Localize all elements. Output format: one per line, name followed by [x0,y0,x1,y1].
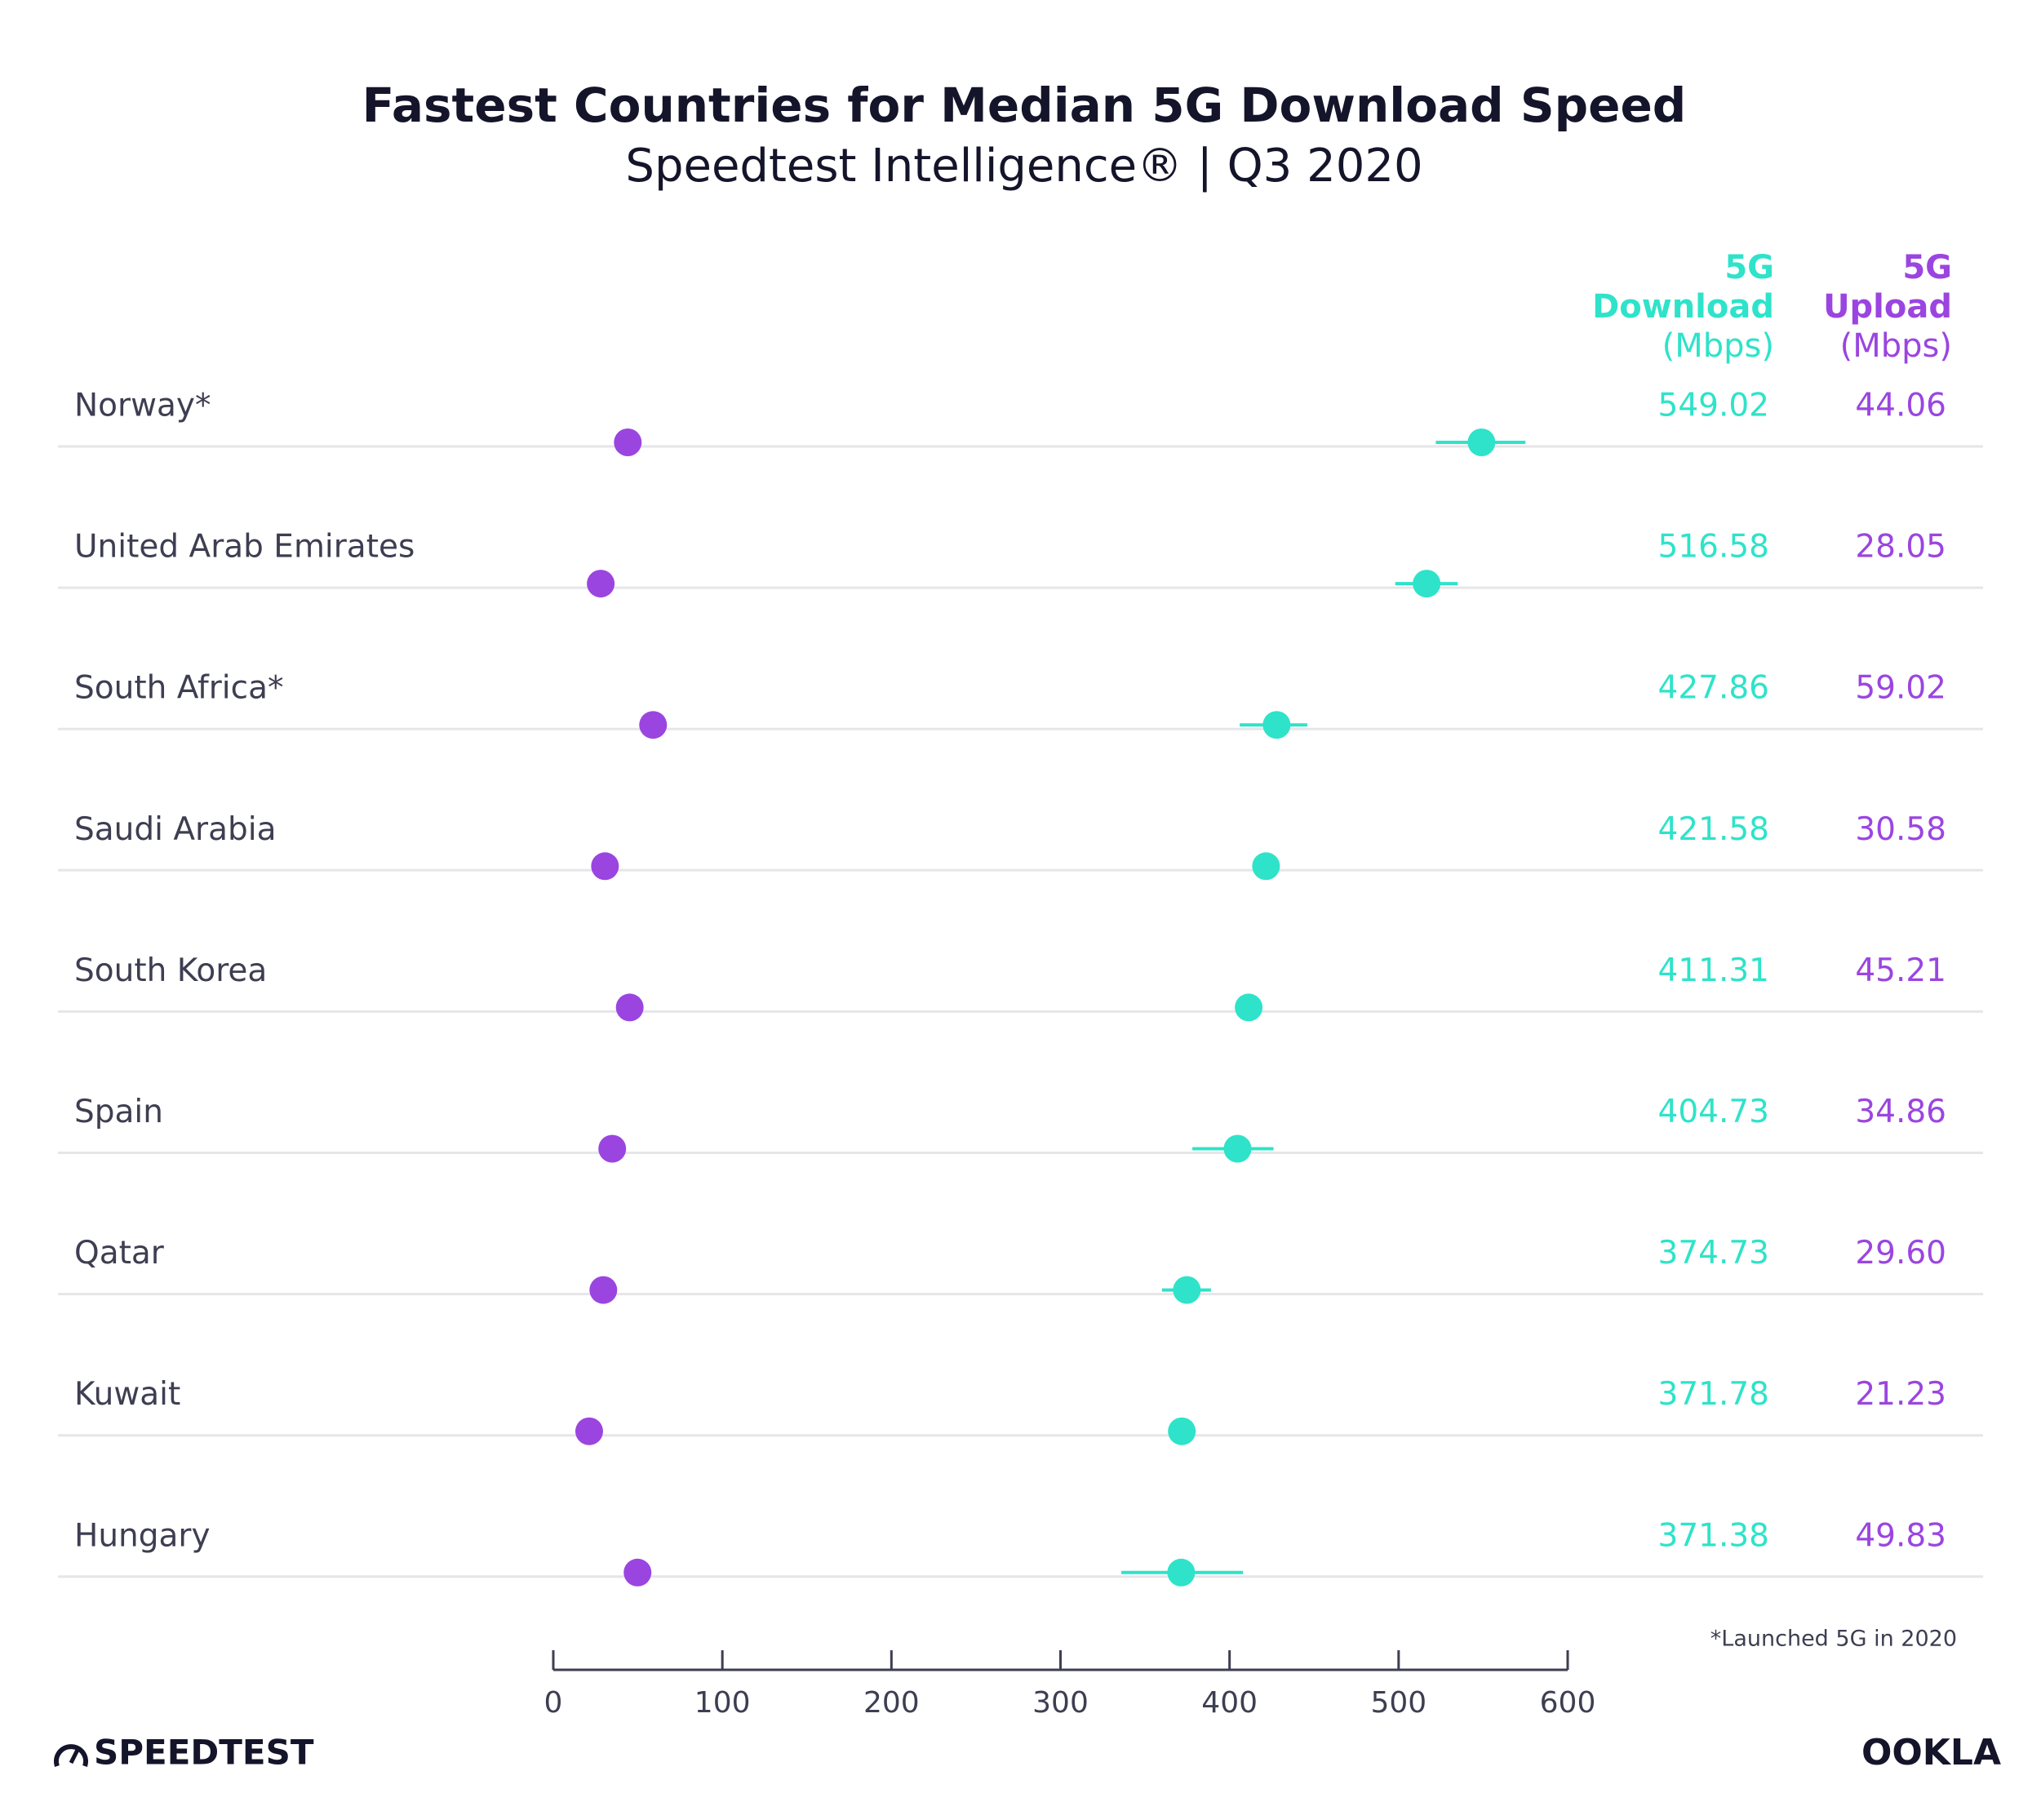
dot [1252,852,1280,881]
dot [598,1134,627,1163]
speedtest-logo: SPEEDTEST [54,1733,314,1773]
dot [1413,570,1441,598]
value-label: 404.73 [1658,1094,1769,1130]
dot [1168,1417,1196,1445]
dot [1235,993,1263,1022]
dot [614,428,642,456]
value-label: 427.86 [1658,670,1769,707]
x-tick-label: 500 [1370,1686,1426,1720]
value-label: 371.78 [1658,1376,1769,1413]
value-label: 421.58 [1658,811,1769,848]
value-label: 30.58 [1855,811,1946,848]
dot [575,1417,603,1445]
row-label: Hungary [74,1517,211,1554]
x-tick-label: 300 [1032,1686,1089,1720]
dot [1262,711,1291,739]
row-label: Norway* [74,388,211,424]
value-label: 34.86 [1855,1094,1946,1130]
value-label: 516.58 [1658,529,1769,566]
value-label: 29.60 [1855,1235,1946,1272]
column-header: 5G [1724,249,1774,286]
dot [623,1558,652,1587]
x-tick-label: 0 [544,1686,563,1720]
chart-title: Fastest Countries for Median 5G Download… [362,78,1687,133]
dot [589,1276,618,1304]
value-label: 59.02 [1855,670,1946,707]
dot [1167,1558,1196,1587]
value-label: 371.38 [1658,1517,1769,1554]
x-tick-label: 100 [694,1686,751,1720]
value-label: 45.21 [1855,952,1946,989]
x-tick-label: 200 [863,1686,920,1720]
column-header: Download [1592,288,1774,326]
column-header: (Mbps) [1840,327,1952,365]
footnote: *Launched 5G in 2020 [1710,1627,1957,1652]
gauge-needle [69,1747,81,1765]
column-header: (Mbps) [1662,327,1774,365]
dot [1223,1134,1252,1163]
brand-left: SPEEDTEST [94,1733,314,1773]
row-label: South Africa* [74,670,283,707]
column-header: 5G [1902,249,1952,286]
dot [591,852,619,881]
value-label: 549.02 [1658,388,1769,424]
x-tick-label: 600 [1540,1686,1596,1720]
dot [1467,428,1496,456]
dot [1173,1276,1201,1304]
value-label: 374.73 [1658,1235,1769,1272]
row-label: Qatar [74,1235,165,1272]
dot [587,570,615,598]
column-header: Upload [1823,288,1952,326]
row-label: South Korea [74,952,267,989]
value-label: 44.06 [1855,388,1946,424]
chart-subtitle: Speedtest Intelligence® | Q3 2020 [625,140,1422,193]
value-label: 28.05 [1855,529,1946,566]
row-label: Spain [74,1094,163,1130]
brand-right: OOKLA [1861,1732,2001,1773]
row-label: Kuwait [74,1376,180,1413]
value-label: 411.31 [1658,952,1769,989]
row-label: United Arab Emirates [74,529,415,566]
dot [615,993,644,1022]
value-label: 21.23 [1855,1376,1946,1413]
gauge-icon [54,1744,88,1767]
row-label: Saudi Arabia [74,811,276,848]
value-label: 49.83 [1855,1517,1946,1554]
x-tick-label: 400 [1201,1686,1258,1720]
dot [639,711,668,739]
